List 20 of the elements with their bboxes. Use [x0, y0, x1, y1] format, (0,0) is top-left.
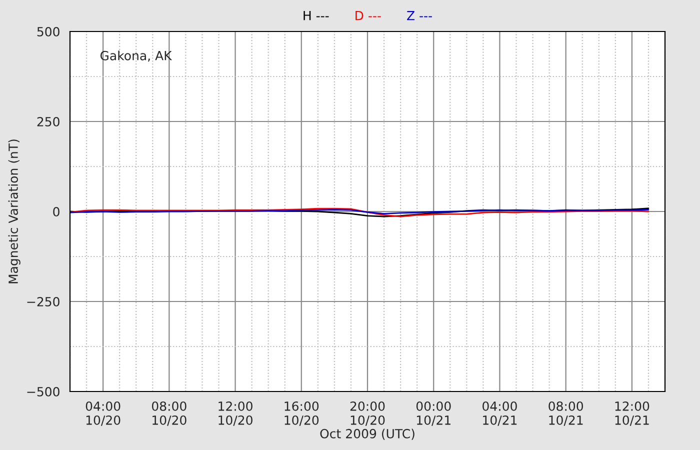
- x-tick-label: 16:00 10/20: [284, 401, 319, 426]
- y-axis-title: Magnetic Variation (nT): [8, 140, 20, 284]
- y-tick-label: 250: [37, 116, 60, 126]
- x-tick-label: 04:00 10/21: [482, 401, 517, 426]
- y-tick-label: −500: [27, 386, 60, 396]
- x-tick-label: 12:00 10/21: [615, 401, 650, 426]
- x-axis-title: Oct 2009 (UTC): [320, 428, 414, 440]
- annotation: Gakona, AK: [100, 50, 172, 62]
- x-tick-label: 04:00 10/20: [86, 401, 120, 426]
- x-tick-label: 00:00 10/21: [416, 401, 451, 426]
- y-tick-label: 500: [37, 26, 60, 36]
- x-tick-label: 20:00 10/20: [350, 401, 385, 426]
- text: D ---: [356, 11, 381, 20]
- x-tick-label: 08:00 10/21: [548, 401, 584, 426]
- text: Z ---: [407, 11, 432, 20]
- x-tick-label: 12:00 10/20: [218, 401, 252, 426]
- y-tick-label: −250: [27, 296, 60, 306]
- y-tick-label: 0: [53, 206, 60, 216]
- text: H ---: [304, 11, 329, 20]
- x-tick-label: 08:00 10/20: [152, 401, 186, 426]
